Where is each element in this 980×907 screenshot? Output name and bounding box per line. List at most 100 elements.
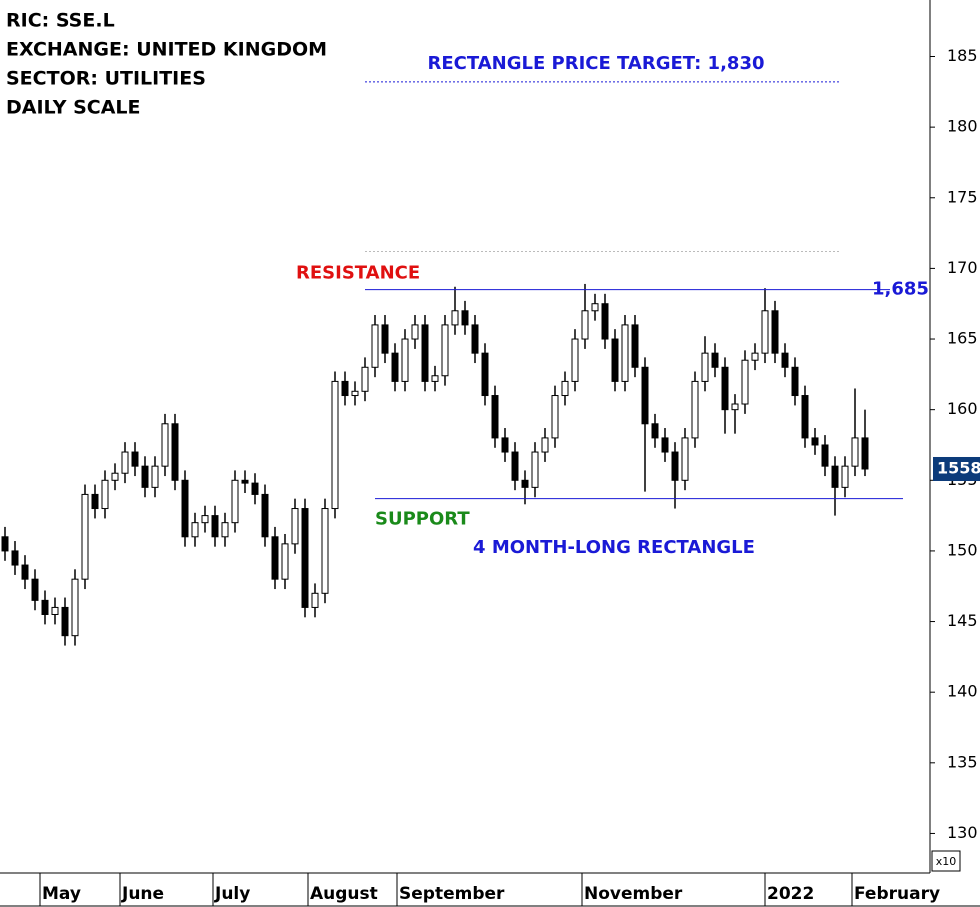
candle-body (751, 352, 759, 361)
candle-body (201, 515, 209, 524)
candle-body (41, 599, 49, 615)
candle-body (411, 324, 419, 340)
candle-body (461, 310, 469, 326)
candle-body (391, 352, 399, 382)
y-tick-label: 135 (947, 752, 978, 771)
candle-body (231, 479, 239, 524)
candle-body (481, 352, 489, 397)
resistance-value: 1,685 (872, 279, 929, 300)
candle-body (141, 465, 149, 488)
candle-body (501, 437, 509, 453)
candle-body (731, 403, 739, 411)
candle-body (601, 303, 609, 340)
candle-body (861, 437, 869, 470)
candle-body (241, 479, 249, 484)
candle-body (71, 578, 79, 637)
candle-body (11, 550, 19, 566)
candle-body (251, 482, 259, 495)
candle-body (181, 479, 189, 538)
candle-body (821, 444, 829, 467)
candle-body (781, 352, 789, 368)
candle-body (191, 522, 199, 538)
candle-body (551, 395, 559, 439)
candle-body (91, 493, 99, 510)
candle-body (81, 493, 89, 580)
candle-body (561, 380, 569, 397)
candle-body (311, 592, 319, 608)
candle-body (301, 508, 309, 608)
y-tick-label: 160 (947, 399, 978, 418)
x-tick-label: June (121, 884, 164, 904)
candle-body (111, 472, 119, 481)
candle-body (581, 310, 589, 340)
candle-body (851, 437, 859, 467)
candle-body (101, 479, 109, 510)
candle-body (131, 451, 139, 467)
resistance-label: RESISTANCE (296, 263, 420, 284)
candle-body (771, 310, 779, 354)
candle-body (441, 324, 449, 377)
candle-body (591, 303, 599, 312)
candle-body (271, 536, 279, 580)
candle-body (171, 423, 179, 481)
candle-body (631, 324, 639, 368)
candle-body (641, 366, 649, 425)
candle-body (791, 366, 799, 397)
x-tick-label: July (214, 884, 250, 904)
candle-body (421, 324, 429, 382)
y-tick-label: 180 (947, 117, 978, 136)
candle-body (741, 359, 749, 405)
scale-note: x10 (936, 855, 957, 868)
candle-body (531, 451, 539, 488)
y-tick-label: 185 (947, 46, 978, 65)
candle-body (811, 437, 819, 446)
candle-body (21, 564, 29, 580)
candle-body (261, 493, 269, 538)
candle-body (511, 451, 519, 481)
candle-body (351, 390, 359, 397)
candle-body (341, 380, 349, 397)
candle-body (31, 578, 39, 601)
candle-body (571, 338, 579, 382)
candle-body (51, 606, 59, 615)
pattern-label: 4 MONTH-LONG RECTANGLE (473, 537, 755, 558)
x-tick-label: February (854, 884, 940, 904)
candle-body (491, 395, 499, 439)
candle-body (401, 338, 409, 382)
y-tick-label: 165 (947, 329, 978, 348)
x-tick-label: 2022 (767, 884, 814, 904)
x-tick-label: November (584, 884, 683, 904)
candle-body (761, 310, 769, 354)
candle-body (331, 380, 339, 510)
candle-body (831, 465, 839, 488)
candle-body (651, 423, 659, 439)
y-tick-label: 130 (947, 823, 978, 842)
support-label: SUPPORT (375, 509, 470, 530)
candle-body (161, 423, 169, 467)
candle-body (671, 451, 679, 481)
x-tick-label: September (399, 884, 505, 904)
y-tick-label: 175 (947, 187, 978, 206)
last-price-tag (933, 456, 980, 481)
candle-body (801, 395, 809, 439)
header-line: RIC: SSE.L (6, 10, 115, 32)
candle-body (291, 508, 299, 545)
candle-body (841, 465, 849, 488)
header-line: SECTOR: UTILITIES (6, 68, 206, 90)
header-line: DAILY SCALE (6, 97, 140, 119)
candle-body (381, 324, 389, 354)
candle-body (221, 522, 229, 538)
y-tick-label: 140 (947, 682, 978, 701)
candle-body (431, 375, 439, 382)
y-tick-label: 150 (947, 540, 978, 559)
y-tick-label: 170 (947, 258, 978, 277)
candle-body (521, 479, 529, 488)
last-price-label: 1558 (937, 458, 980, 477)
candle-body (151, 465, 159, 488)
candle-body (211, 515, 219, 538)
header-line: EXCHANGE: UNITED KINGDOM (6, 39, 327, 61)
candle-body (281, 543, 289, 580)
candle-body (701, 352, 709, 382)
